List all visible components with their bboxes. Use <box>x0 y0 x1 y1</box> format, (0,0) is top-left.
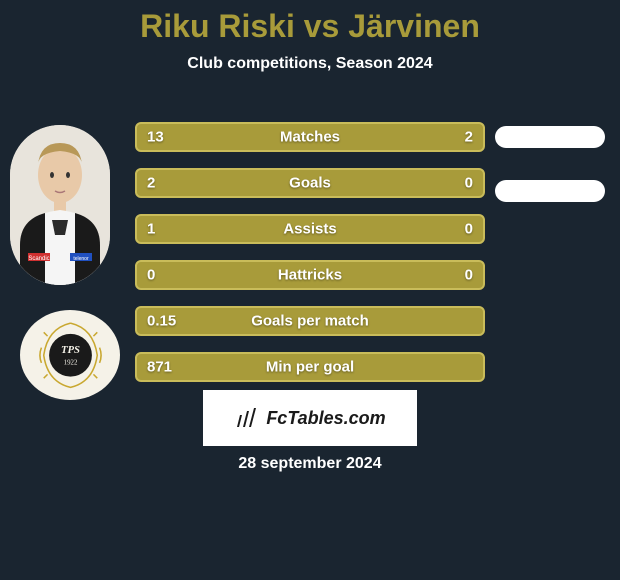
stat-row: 0Hattricks0 <box>135 260 485 290</box>
side-pill-2 <box>495 180 605 202</box>
side-pill-1 <box>495 126 605 148</box>
stat-label: Goals per match <box>137 313 483 330</box>
player-avatar: Scandic telenor <box>10 125 110 285</box>
stats-container: 13Matches22Goals01Assists00Hattricks00.1… <box>135 122 485 398</box>
brand-label: FcTables.com <box>266 408 385 429</box>
stat-right-value: 0 <box>465 175 473 192</box>
stat-row: 0.15Goals per match <box>135 306 485 336</box>
stat-label: Hattricks <box>137 267 483 284</box>
svg-text:Scandic: Scandic <box>28 256 49 262</box>
stat-label: Min per goal <box>137 359 483 376</box>
svg-text:1922: 1922 <box>63 359 77 366</box>
footer-date: 28 september 2024 <box>0 455 620 473</box>
stat-row: 871Min per goal <box>135 352 485 382</box>
stat-right-value: 2 <box>465 129 473 146</box>
club-badge: TPS 1922 <box>20 310 120 400</box>
page-title: Riku Riski vs Järvinen <box>0 0 620 45</box>
page-subtitle: Club competitions, Season 2024 <box>0 55 620 73</box>
stat-right-value: 0 <box>465 267 473 284</box>
stat-row: 1Assists0 <box>135 214 485 244</box>
stat-label: Matches <box>137 129 483 146</box>
svg-text:telenor: telenor <box>73 256 89 262</box>
brand-box[interactable]: FcTables.com <box>203 390 417 446</box>
stat-label: Assists <box>137 221 483 238</box>
stat-row: 13Matches2 <box>135 122 485 152</box>
stat-right-value: 0 <box>465 221 473 238</box>
brand-icon <box>234 405 260 431</box>
svg-text:TPS: TPS <box>60 344 79 356</box>
stat-label: Goals <box>137 175 483 192</box>
stat-row: 2Goals0 <box>135 168 485 198</box>
